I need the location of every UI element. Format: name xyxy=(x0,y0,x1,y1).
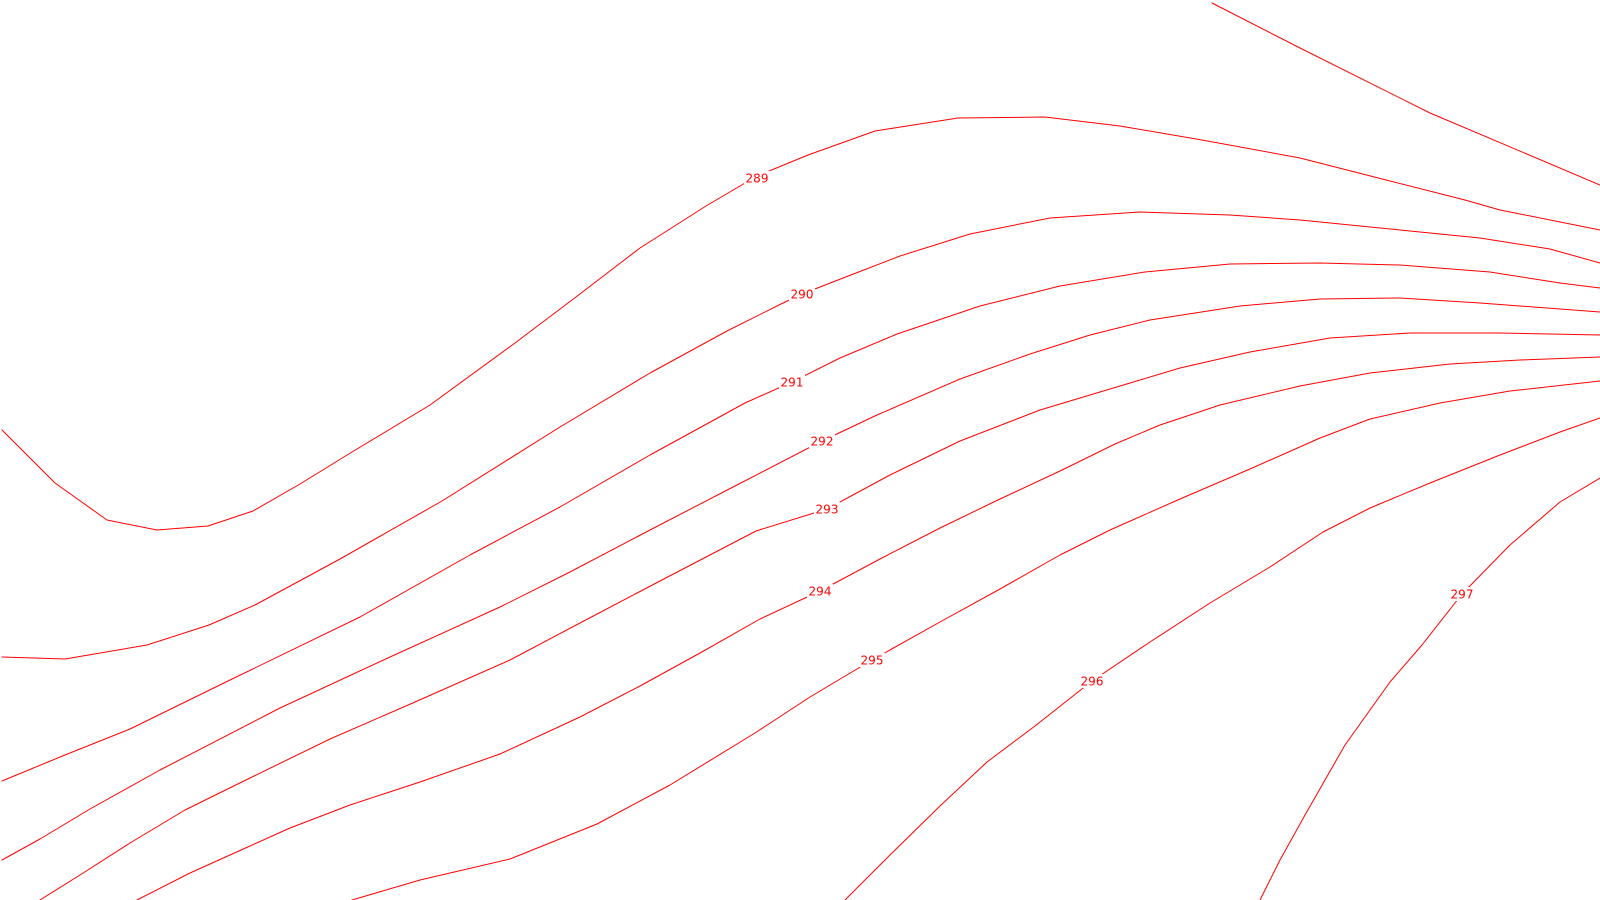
contour-line-288 xyxy=(1211,2,1600,186)
contour-label-289: 289 xyxy=(746,172,769,186)
contour-label-bg-297 xyxy=(1449,587,1475,601)
contour-label-290: 290 xyxy=(791,288,814,302)
contour-line-293 xyxy=(39,332,1600,900)
contour-line-289 xyxy=(1,116,1600,531)
contour-label-bg-294 xyxy=(807,584,833,598)
contour-label-bg-296 xyxy=(1079,674,1105,688)
contour-label-bg-290 xyxy=(789,287,815,301)
contour-line-297 xyxy=(1259,477,1600,900)
contour-line-294 xyxy=(136,356,1600,900)
contour-label-294: 294 xyxy=(809,585,832,599)
contour-label-292: 292 xyxy=(811,435,834,449)
contour-label-bg-289 xyxy=(744,171,770,185)
contour-line-291 xyxy=(1,262,1600,782)
contour-line-295 xyxy=(351,380,1600,900)
contour-label-bg-291 xyxy=(779,375,805,389)
contour-label-296: 296 xyxy=(1081,675,1104,689)
contour-label-297: 297 xyxy=(1451,588,1474,602)
contour-label-bg-293 xyxy=(814,502,840,516)
contour-line-296 xyxy=(844,417,1600,900)
contour-label-293: 293 xyxy=(816,503,839,517)
contour-line-290 xyxy=(1,211,1600,660)
contour-label-bg-295 xyxy=(859,653,885,667)
contour-label-bg-292 xyxy=(809,434,835,448)
contour-label-291: 291 xyxy=(781,376,804,390)
contour-label-295: 295 xyxy=(861,654,884,668)
